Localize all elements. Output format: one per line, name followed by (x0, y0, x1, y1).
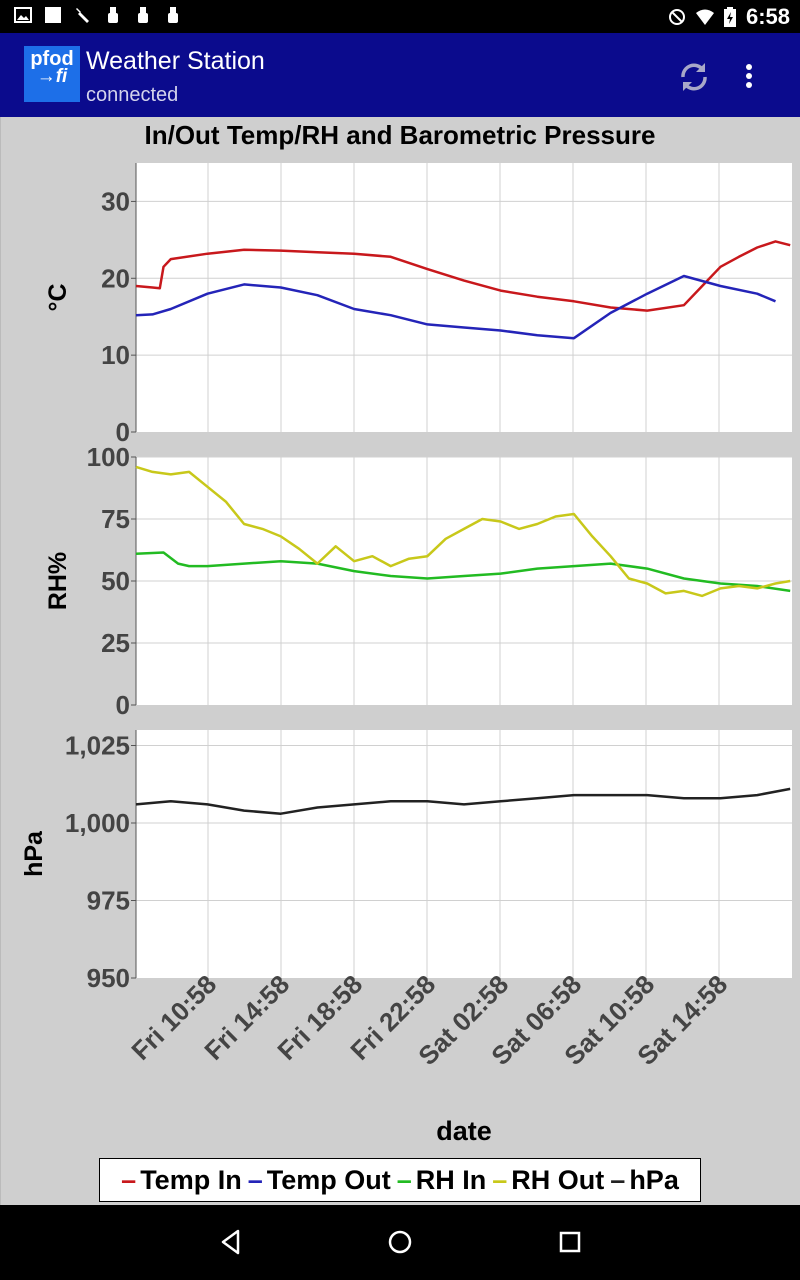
legend-swatch: – (396, 1164, 412, 1195)
app-bar: pfod →fi Weather Station connected (0, 33, 800, 117)
y-tick-label: 0 (116, 690, 130, 720)
chart-legend: – Temp In – Temp Out – RH In – RH Out – hPa (99, 1158, 701, 1202)
chart-title: In/Out Temp/RH and Barometric Pressure (144, 120, 656, 150)
plot-panel-1 (136, 163, 792, 432)
y-tick-label: 50 (101, 566, 130, 596)
y-tick-label: 975 (87, 886, 130, 916)
y-tick-label: 1,025 (65, 731, 130, 761)
battery-icon (723, 7, 736, 27)
wifi-icon (695, 9, 714, 25)
legend-item: – RH In (397, 1165, 487, 1196)
usb-icon (138, 7, 148, 23)
recents-icon[interactable] (555, 1227, 585, 1257)
connection-status: connected (86, 84, 179, 106)
more-icon[interactable] (736, 61, 762, 91)
series-line-temp-out (135, 274, 776, 340)
block-icon (668, 9, 685, 25)
legend-label: hPa (629, 1164, 679, 1195)
series-line-hpa (135, 787, 791, 815)
legend-label: RH In (415, 1164, 487, 1195)
y-tick-label: 10 (101, 340, 130, 370)
chart: 0 10 20 30 °C 0 25 50 75 100 RH% 950 975 1,000 1,025 hP… (20, 163, 792, 1146)
legend-swatch: – (121, 1164, 137, 1195)
home-icon[interactable] (385, 1227, 415, 1257)
legend-item: – hPa (610, 1165, 679, 1196)
legend-swatch: – (492, 1164, 508, 1195)
logo-line2: →fi (36, 66, 68, 87)
y-tick-label: 20 (101, 263, 130, 293)
stop-icon (45, 7, 61, 23)
y-tick-label: 30 (101, 186, 130, 216)
status-bar: 6:58 (0, 0, 800, 33)
app-title: Weather Station (86, 47, 265, 75)
series-line-temp-in (135, 240, 791, 312)
status-right: 6:58 (668, 4, 790, 30)
y-axis-label: °C (44, 283, 72, 311)
legend-label: Temp In (140, 1164, 242, 1195)
back-icon[interactable] (216, 1227, 246, 1257)
y-tick-label: 950 (87, 963, 130, 993)
legend-swatch: – (247, 1164, 263, 1195)
legend-label: RH Out (511, 1164, 605, 1195)
legend-swatch: – (610, 1164, 626, 1195)
y-tick-label: 75 (101, 504, 130, 534)
navigation-bar (0, 1205, 800, 1280)
legend-item: – Temp Out (248, 1165, 391, 1196)
y-tick-label: 0 (116, 417, 130, 447)
pfodfi-logo: pfod →fi (24, 46, 80, 102)
clock: 6:58 (745, 4, 790, 29)
series-line-rh-in (135, 551, 791, 593)
x-axis-label: date (436, 1116, 492, 1146)
usb-icon (108, 7, 118, 23)
image-icon (14, 7, 32, 23)
y-tick-label: 25 (101, 628, 130, 658)
refresh-icon[interactable] (676, 59, 712, 95)
plot-panel-3 (136, 730, 792, 978)
y-axis-label: hPa (20, 830, 48, 877)
status-left-icons (14, 6, 182, 24)
y-tick-label: 1,000 (65, 808, 130, 838)
legend-item: – RH Out (492, 1165, 604, 1196)
y-axis-label: RH% (44, 552, 72, 610)
legend-item: – Temp In (121, 1165, 242, 1196)
wrench-icon (76, 8, 89, 23)
logo-line1: pfod (30, 48, 74, 70)
usb-icon (168, 7, 178, 23)
series-line-rh-out (135, 465, 791, 598)
legend-label: Temp Out (266, 1164, 391, 1195)
y-tick-label: 100 (87, 442, 130, 472)
